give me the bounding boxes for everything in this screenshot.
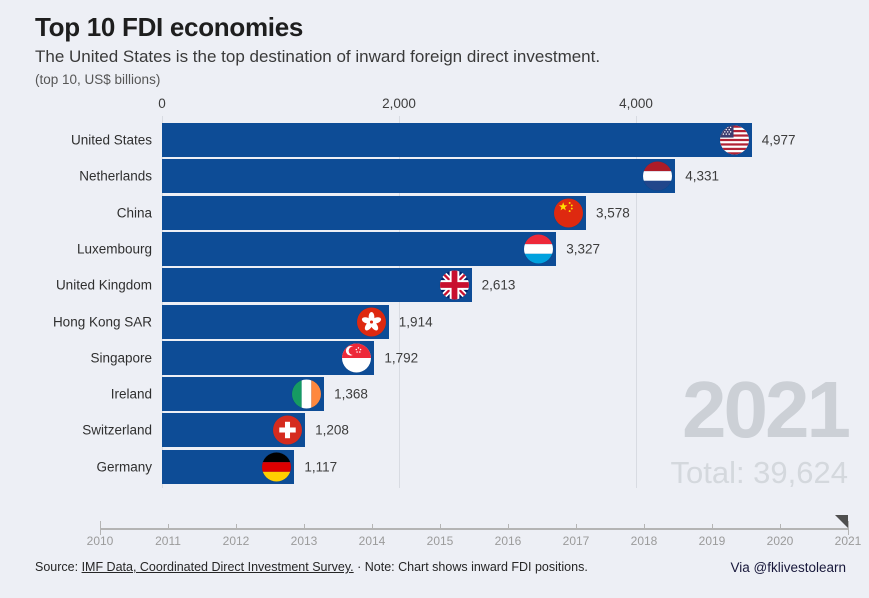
bar-row-hk: Hong Kong SAR 1,914 [53, 304, 862, 339]
slider-year-2015[interactable]: 2015 [426, 534, 454, 548]
slider-tick-2014 [372, 524, 373, 529]
slider-track[interactable] [100, 528, 848, 530]
slider-year-2011[interactable]: 2011 [155, 534, 181, 548]
flag-sg-icon [342, 343, 372, 373]
bar-value-label: 1,792 [384, 350, 419, 366]
bar-value-label: 1,368 [334, 386, 368, 402]
credit-label: Via @fklivestolearn [730, 560, 846, 575]
slider-handle-icon[interactable] [835, 515, 848, 528]
bar-row-lu: Luxembourg 3,327 [77, 231, 862, 266]
bar-value-label: 1,117 [304, 459, 338, 475]
slider-year-2016[interactable]: 2016 [494, 534, 522, 548]
slider-tick-2018 [644, 524, 645, 529]
bar-value-label: 4,331 [685, 168, 720, 184]
bar-value-label: 4,977 [761, 132, 796, 148]
year-slider[interactable]: 2010 2011 2012 2013 2014 2015 2016 2017 2018 2019… [87, 515, 861, 554]
x-axis-tick-4000: 4,000 [619, 96, 653, 111]
flag-lu-icon [524, 234, 554, 264]
flag-de-icon [262, 452, 292, 482]
source-link[interactable]: IMF Data, Coordinated Direct Investment … [81, 560, 354, 574]
category-label: United Kingdom [55, 277, 152, 293]
flag-nl-icon [643, 161, 673, 191]
category-label: Germany [96, 459, 152, 475]
slider-year-2010[interactable]: 2010 [86, 534, 114, 548]
category-label: Luxembourg [76, 241, 152, 257]
bar-row-cn: China 3,578 [117, 195, 862, 230]
bar-row-ch: Switzerland 1,208 [82, 413, 862, 448]
bar[interactable] [162, 123, 752, 157]
bar-row-de: Germany 1,117 [96, 449, 862, 484]
slider-tick-2013 [304, 524, 305, 529]
source-line: Source: IMF Data, Coordinated Direct Inv… [35, 560, 588, 574]
slider-year-2014[interactable]: 2014 [358, 534, 386, 548]
flag-ie-icon [292, 379, 322, 409]
flag-ch-icon [273, 415, 303, 445]
gridline [636, 116, 637, 488]
slider-tick-2010 [100, 521, 101, 535]
category-label: Netherlands [79, 168, 152, 184]
bar-row-nl: Netherlands 4,331 [79, 159, 862, 194]
chart-subtitle: The United States is the top destination… [35, 47, 601, 66]
source-separator: · [353, 560, 365, 574]
bar[interactable] [162, 159, 676, 194]
bar-value-label: 1,208 [315, 422, 349, 438]
slider-tick-2016 [508, 524, 509, 529]
bar[interactable] [162, 231, 557, 266]
slider-tick-2020 [780, 524, 781, 529]
slider-tick-2012 [236, 524, 237, 529]
slider-year-2018[interactable]: 2018 [630, 534, 658, 548]
bar-row-us: United States 4,977 [71, 123, 862, 157]
bar[interactable] [162, 268, 472, 303]
flag-hk-icon [356, 307, 386, 336]
slider-tick-2017 [576, 524, 577, 529]
slider-tick-2011 [168, 524, 169, 529]
source-prefix: Source: [35, 560, 82, 574]
category-label: Switzerland [82, 422, 152, 438]
plot-area: United States 4,977 Netherlands 4,331 China 3… [53, 123, 862, 488]
flag-gb-icon [439, 270, 469, 300]
bar-row-sg: Singapore 1,792 [90, 340, 862, 375]
slider-year-2012[interactable]: 2012 [222, 534, 250, 548]
bar-row-ie: Ireland 1,368 [111, 377, 862, 412]
slider-year-2019[interactable]: 2019 [698, 534, 726, 548]
flag-us-icon [719, 125, 749, 155]
slider-year-2017[interactable]: 2017 [562, 534, 590, 548]
x-axis: 0 2,000 4,000 [158, 96, 852, 114]
bar-row-gb: United Kingdom 2,613 [56, 268, 862, 303]
slider-tick-2021 [848, 521, 849, 535]
bar[interactable] [162, 340, 375, 375]
chart-title: Top 10 FDI economies [35, 12, 304, 42]
slider-year-2013[interactable]: 2013 [290, 534, 318, 548]
x-axis-tick-2000: 2,000 [382, 96, 416, 111]
source-note: Note: Chart shows inward FDI positions. [364, 560, 588, 574]
slider-tick-2019 [712, 524, 713, 529]
bar-value-label: 2,613 [481, 277, 516, 293]
category-label: Singapore [90, 350, 152, 366]
bar-value-label: 3,578 [595, 205, 630, 221]
bar[interactable] [162, 195, 586, 230]
flag-cn-icon [553, 198, 583, 228]
year-overlay: 2021 Total: 39,624 [670, 365, 851, 490]
slider-year-2020[interactable]: 2020 [766, 534, 794, 548]
bar[interactable] [162, 304, 389, 339]
bar-value-label: 3,327 [566, 241, 601, 257]
slider-year-2021[interactable]: 2021 [834, 534, 862, 548]
current-year-label: 2021 [682, 365, 851, 454]
category-label: Hong Kong SAR [52, 314, 152, 329]
category-label: Ireland [110, 386, 152, 402]
slider-tick-2015 [440, 524, 441, 529]
category-label: China [116, 205, 152, 221]
total-label: Total: 39,624 [670, 455, 848, 490]
x-axis-tick-0: 0 [158, 96, 166, 111]
units-caption: (top 10, US$ billions) [35, 72, 161, 87]
category-label: United States [70, 132, 152, 148]
bar-value-label: 1,914 [398, 314, 433, 329]
